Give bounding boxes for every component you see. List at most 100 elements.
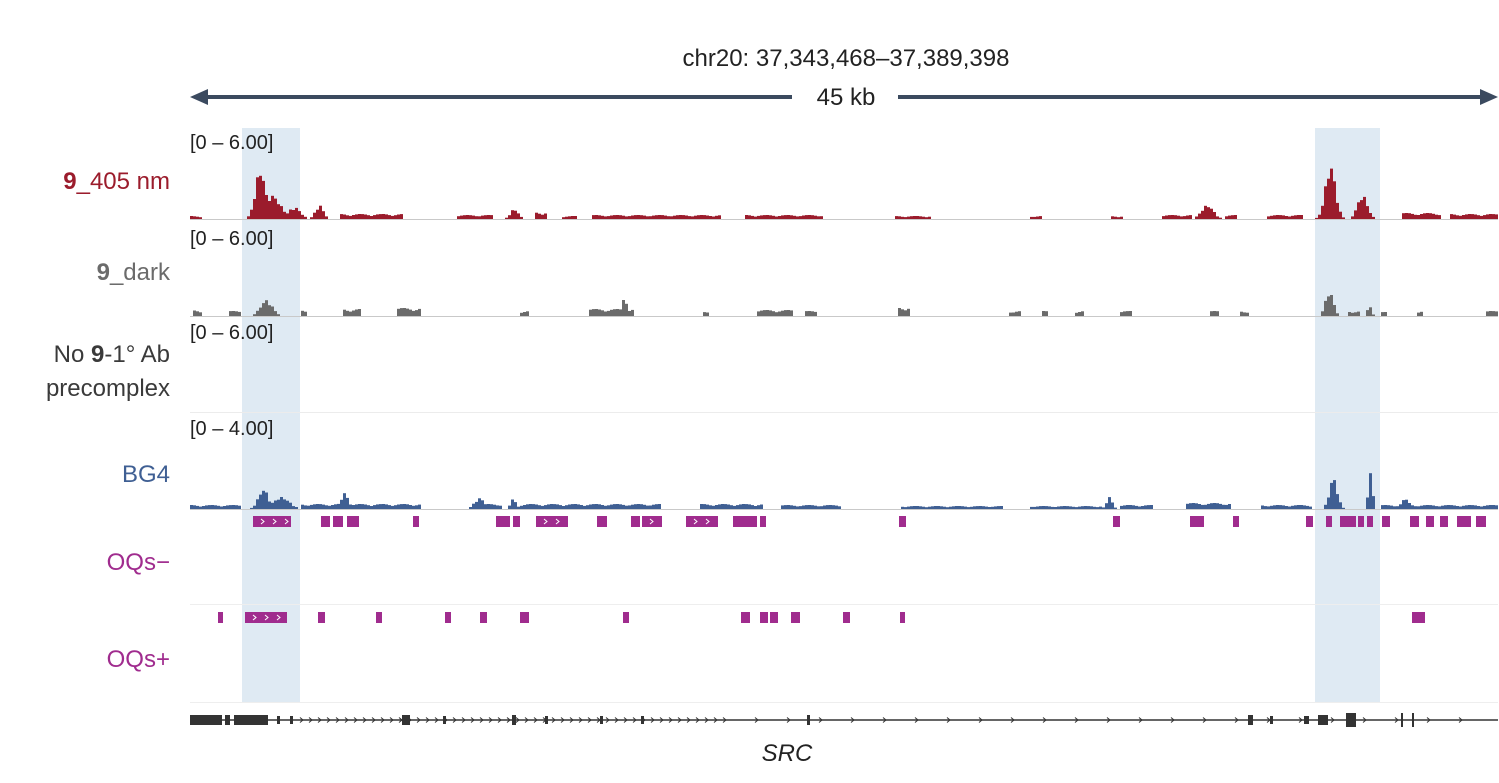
signal-bar xyxy=(1018,311,1021,316)
signal-bar xyxy=(970,506,973,509)
signal-bar xyxy=(355,504,358,509)
signal-bar xyxy=(259,307,262,316)
strand-arrow-icon xyxy=(317,717,322,723)
signal-bar xyxy=(1477,215,1480,219)
signal-bar xyxy=(1270,505,1273,509)
signal-bar xyxy=(1468,505,1471,509)
signal-bar xyxy=(349,215,352,219)
signal-bar xyxy=(1471,505,1474,509)
signal-bar xyxy=(1426,505,1429,509)
signal-bar xyxy=(1036,506,1039,509)
signal-bar xyxy=(646,216,649,219)
signal-bar xyxy=(1474,214,1477,219)
signal-bar xyxy=(610,309,613,316)
strand-arrow-icon xyxy=(1074,717,1079,723)
signal-bar xyxy=(1150,505,1153,509)
gene-exon xyxy=(225,715,230,725)
signal-bar xyxy=(268,501,271,509)
signal-bar xyxy=(712,505,715,509)
signal-bar xyxy=(1486,311,1489,316)
signal-bar xyxy=(1486,214,1489,219)
signal-bar xyxy=(295,507,298,509)
signal-bar xyxy=(394,505,397,509)
signal-bar xyxy=(616,309,619,316)
signal-bar xyxy=(472,503,475,509)
signal-bar xyxy=(238,505,241,509)
signal-bar xyxy=(274,311,277,316)
signal-bar xyxy=(1009,312,1012,316)
signal-bar xyxy=(1282,215,1285,219)
signal-bar xyxy=(895,216,898,219)
signal-bar xyxy=(493,504,496,509)
signal-bar xyxy=(1213,503,1216,509)
signal-bar xyxy=(718,215,721,219)
signal-bar xyxy=(661,215,664,219)
signal-bar xyxy=(553,504,556,509)
signal-bar xyxy=(1174,215,1177,219)
oq-feature xyxy=(791,612,800,623)
signal-bar xyxy=(367,215,370,219)
signal-bar xyxy=(967,507,970,509)
gene-exon xyxy=(1346,713,1356,727)
signal-bar xyxy=(607,216,610,219)
strand-arrow-icon xyxy=(1394,717,1399,723)
signal-bar xyxy=(1324,300,1327,316)
signal-bar xyxy=(397,308,400,316)
signal-bar xyxy=(637,504,640,509)
signal-bar xyxy=(277,204,280,219)
track-label-precomplex: precomplex xyxy=(46,375,170,402)
oq-feature xyxy=(631,516,640,527)
signal-bar xyxy=(712,216,715,219)
signal-bar xyxy=(346,310,349,316)
strand-arrow-icon xyxy=(389,717,394,723)
signal-bar xyxy=(613,309,616,316)
signal-bar xyxy=(787,215,790,219)
signal-bar xyxy=(361,214,364,219)
signal-bar xyxy=(814,215,817,219)
signal-bar xyxy=(1402,500,1405,509)
oq-feature xyxy=(733,516,757,527)
signal-bar xyxy=(817,506,820,509)
signal-bar xyxy=(1273,215,1276,219)
strand-arrow-icon xyxy=(623,717,628,723)
signal-bar xyxy=(1408,213,1411,219)
oq-feature xyxy=(1190,516,1204,527)
strand-arrow-icon xyxy=(818,717,823,723)
signal-bar xyxy=(1105,503,1108,509)
signal-bar xyxy=(1198,504,1201,509)
signal-bar xyxy=(577,504,580,509)
oq-feature xyxy=(1457,516,1471,527)
gene-exon xyxy=(290,716,293,724)
signal-bar xyxy=(592,309,595,316)
signal-bar xyxy=(1432,213,1435,219)
signal-bar xyxy=(1369,473,1372,509)
oq-feature xyxy=(843,612,850,623)
signal-bar xyxy=(1279,215,1282,219)
signal-bar xyxy=(676,215,679,219)
signal-bar xyxy=(199,217,202,219)
signal-bar xyxy=(1465,214,1468,219)
signal-bar xyxy=(766,310,769,316)
signal-bar xyxy=(964,506,967,509)
signal-bar xyxy=(631,309,634,316)
strand-arrow-icon xyxy=(946,717,951,723)
signal-bar xyxy=(292,506,295,509)
signal-bar xyxy=(1189,215,1192,219)
signal-bar xyxy=(1447,505,1450,509)
signal-bar xyxy=(754,216,757,219)
signal-bar xyxy=(1492,214,1495,219)
signal-bar xyxy=(334,504,337,509)
signal-bar xyxy=(1462,215,1465,219)
signal-bar xyxy=(1126,505,1129,509)
signal-bar xyxy=(1285,216,1288,219)
signal-bar xyxy=(484,504,487,509)
signal-bar xyxy=(1495,311,1498,316)
signal-bar xyxy=(520,505,523,509)
signal-bar xyxy=(1444,505,1447,509)
signal-bar xyxy=(541,214,544,219)
signal-bar xyxy=(1309,506,1312,509)
oq-feature xyxy=(318,612,325,623)
signal-bar xyxy=(808,311,811,316)
signal-bar xyxy=(394,215,397,219)
signal-bar xyxy=(619,504,622,509)
